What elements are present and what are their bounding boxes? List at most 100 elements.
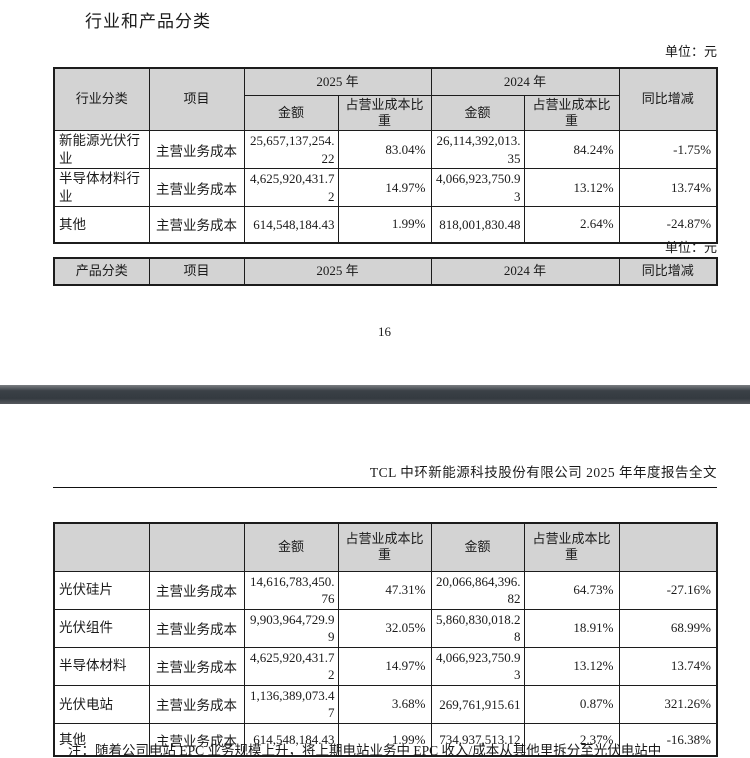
cell-ratio-2025: 1.99% — [337, 722, 432, 757]
header-item: 项目 — [148, 257, 245, 286]
table-subheader-row: 金额 占营业成本比重 金额 占营业成本比重 — [54, 94, 717, 131]
cell-category: 光伏电站 — [53, 684, 150, 724]
cell-amount-2025: 25,657,137,254.22 — [243, 129, 339, 170]
cell-amount-2025: 614,548,184.43 — [243, 206, 339, 244]
cell-item: 主营业务成本 — [148, 570, 245, 610]
table-header-row: 产品分类 项目 2025 年 2024 年 同比增减 — [53, 257, 718, 286]
cell-amount-2025: 614,548,184.43 — [243, 722, 339, 757]
cell-ratio-2024: 2.37% — [523, 722, 620, 757]
cell-amount-2024: 4,066,923,750.93 — [430, 168, 525, 208]
table-row: 新能源光伏行业 主营业务成本 25,657,137,254.22 83.04% … — [53, 129, 718, 170]
header-industry-category: 行业分类 — [53, 67, 150, 131]
header-year-2024: 2024 年 — [430, 257, 620, 286]
table-header-row: 行业分类 项目 2025 年 2024 年 同比增减 — [53, 67, 718, 131]
table-row: 光伏硅片 主营业务成本 14,616,783,450.76 47.31% 20,… — [53, 570, 718, 610]
header-product-category: 产品分类 — [53, 257, 150, 286]
cell-ratio-2025: 1.99% — [337, 206, 432, 244]
unit-label-1: 单位：元 — [664, 44, 717, 59]
header-ratio-2025: 占营业成本比重 — [337, 94, 432, 131]
table-row: 半导体材料 主营业务成本 4,625,920,431.72 14.97% 4,0… — [53, 646, 718, 686]
cell-amount-2025: 4,625,920,431.72 — [243, 646, 339, 686]
header-empty-item — [148, 522, 245, 572]
cell-ratio-2024: 13.12% — [523, 646, 620, 686]
cell-item: 主营业务成本 — [148, 722, 245, 757]
header-year-2025: 2025 年 — [243, 67, 432, 96]
cell-item: 主营业务成本 — [148, 684, 245, 724]
industry-classification-table: 行业分类 项目 2025 年 2024 年 同比增减 金额 占营业成本比重 金额… — [53, 67, 719, 244]
cell-yoy: 68.99% — [618, 608, 718, 648]
cell-yoy: -24.87% — [618, 206, 718, 244]
cell-category: 光伏组件 — [53, 608, 150, 648]
header-empty-yoy — [618, 522, 718, 572]
cell-item: 主营业务成本 — [148, 206, 245, 244]
cell-amount-2025: 14,616,783,450.76 — [243, 570, 339, 610]
header-item: 项目 — [148, 67, 245, 131]
header-year-2024: 2024 年 — [430, 67, 620, 96]
header-amount-2024: 金额 — [430, 94, 525, 131]
cell-category: 其他 — [53, 206, 150, 244]
table-row: 光伏电站 主营业务成本 1,136,389,073.47 3.68% 269,7… — [53, 684, 718, 724]
cell-amount-2024: 26,114,392,013.35 — [430, 129, 525, 170]
product-classification-table-header: 产品分类 项目 2025 年 2024 年 同比增减 — [53, 257, 719, 286]
table-row: 半导体材料行业 主营业务成本 4,625,920,431.72 14.97% 4… — [53, 168, 718, 208]
cell-amount-2025: 4,625,920,431.72 — [243, 168, 339, 208]
cell-ratio-2025: 32.05% — [337, 608, 432, 648]
header-year-2025: 2025 年 — [243, 257, 432, 286]
section-title: 行业和产品分类 — [85, 12, 211, 31]
page-number: 16 — [378, 324, 391, 339]
header-yoy: 同比增减 — [618, 257, 718, 286]
cell-ratio-2025: 47.31% — [337, 570, 432, 610]
report-header-text: TCL 中环新能源科技股份有限公司 2025 年年度报告全文 — [369, 465, 717, 480]
cell-yoy: -27.16% — [618, 570, 718, 610]
header-amount-2025: 金额 — [243, 522, 339, 572]
header-yoy: 同比增减 — [618, 67, 718, 131]
cell-amount-2024: 20,066,864,396.82 — [430, 570, 525, 610]
cell-item: 主营业务成本 — [148, 129, 245, 170]
cell-ratio-2024: 64.73% — [523, 570, 620, 610]
cell-amount-2025: 1,136,389,073.47 — [243, 684, 339, 724]
cell-amount-2024: 5,860,830,018.28 — [430, 608, 525, 648]
cell-yoy: 13.74% — [618, 646, 718, 686]
cell-yoy: -16.38% — [618, 722, 718, 757]
header-amount-2024: 金额 — [430, 522, 525, 572]
page-separator-bar — [0, 385, 750, 404]
table-row: 其他 主营业务成本 614,548,184.43 1.99% 818,001,8… — [53, 206, 718, 244]
cell-category: 光伏硅片 — [53, 570, 150, 610]
cell-ratio-2025: 14.97% — [337, 168, 432, 208]
cell-category: 新能源光伏行业 — [53, 129, 150, 170]
cell-item: 主营业务成本 — [148, 646, 245, 686]
cell-amount-2024: 818,001,830.48 — [430, 206, 525, 244]
cell-item: 主营业务成本 — [148, 608, 245, 648]
unit-label-2: 单位：元 — [664, 240, 717, 255]
header-ratio-2024: 占营业成本比重 — [523, 522, 620, 572]
cell-ratio-2025: 14.97% — [337, 646, 432, 686]
cell-item: 主营业务成本 — [148, 168, 245, 208]
cell-ratio-2024: 0.87% — [523, 684, 620, 724]
table-footnote: 注：随着公司电站 EPC 业务规模上升，将上期电站业务中 EPC 收入/成本从其… — [68, 743, 662, 758]
product-classification-table: 金额 占营业成本比重 金额 占营业成本比重 光伏硅片 主营业务成本 14,616… — [53, 522, 718, 758]
cell-category: 其他 — [53, 722, 150, 757]
cell-amount-2024: 4,066,923,750.93 — [430, 646, 525, 686]
cell-yoy: 321.26% — [618, 684, 718, 724]
cell-amount-2024: 269,761,915.61 — [430, 684, 525, 724]
cell-yoy: 13.74% — [618, 168, 718, 208]
table-row: 光伏组件 主营业务成本 9,903,964,729.99 32.05% 5,86… — [53, 608, 718, 648]
header-ratio-2025: 占营业成本比重 — [337, 522, 432, 572]
header-rule — [53, 487, 717, 488]
cell-category: 半导体材料 — [53, 646, 150, 686]
table-header-row: 金额 占营业成本比重 金额 占营业成本比重 — [53, 522, 718, 572]
cell-ratio-2024: 84.24% — [523, 129, 620, 170]
header-amount-2025: 金额 — [243, 94, 339, 131]
cell-ratio-2024: 2.64% — [523, 206, 620, 244]
cell-ratio-2024: 18.91% — [523, 608, 620, 648]
cell-ratio-2025: 3.68% — [337, 684, 432, 724]
cell-ratio-2025: 83.04% — [337, 129, 432, 170]
header-ratio-2024: 占营业成本比重 — [523, 94, 620, 131]
header-empty-category — [53, 522, 150, 572]
cell-amount-2025: 9,903,964,729.99 — [243, 608, 339, 648]
cell-yoy: -1.75% — [618, 129, 718, 170]
cell-category: 半导体材料行业 — [53, 168, 150, 208]
cell-amount-2024: 734,937,513.12 — [430, 722, 525, 757]
cell-ratio-2024: 13.12% — [523, 168, 620, 208]
